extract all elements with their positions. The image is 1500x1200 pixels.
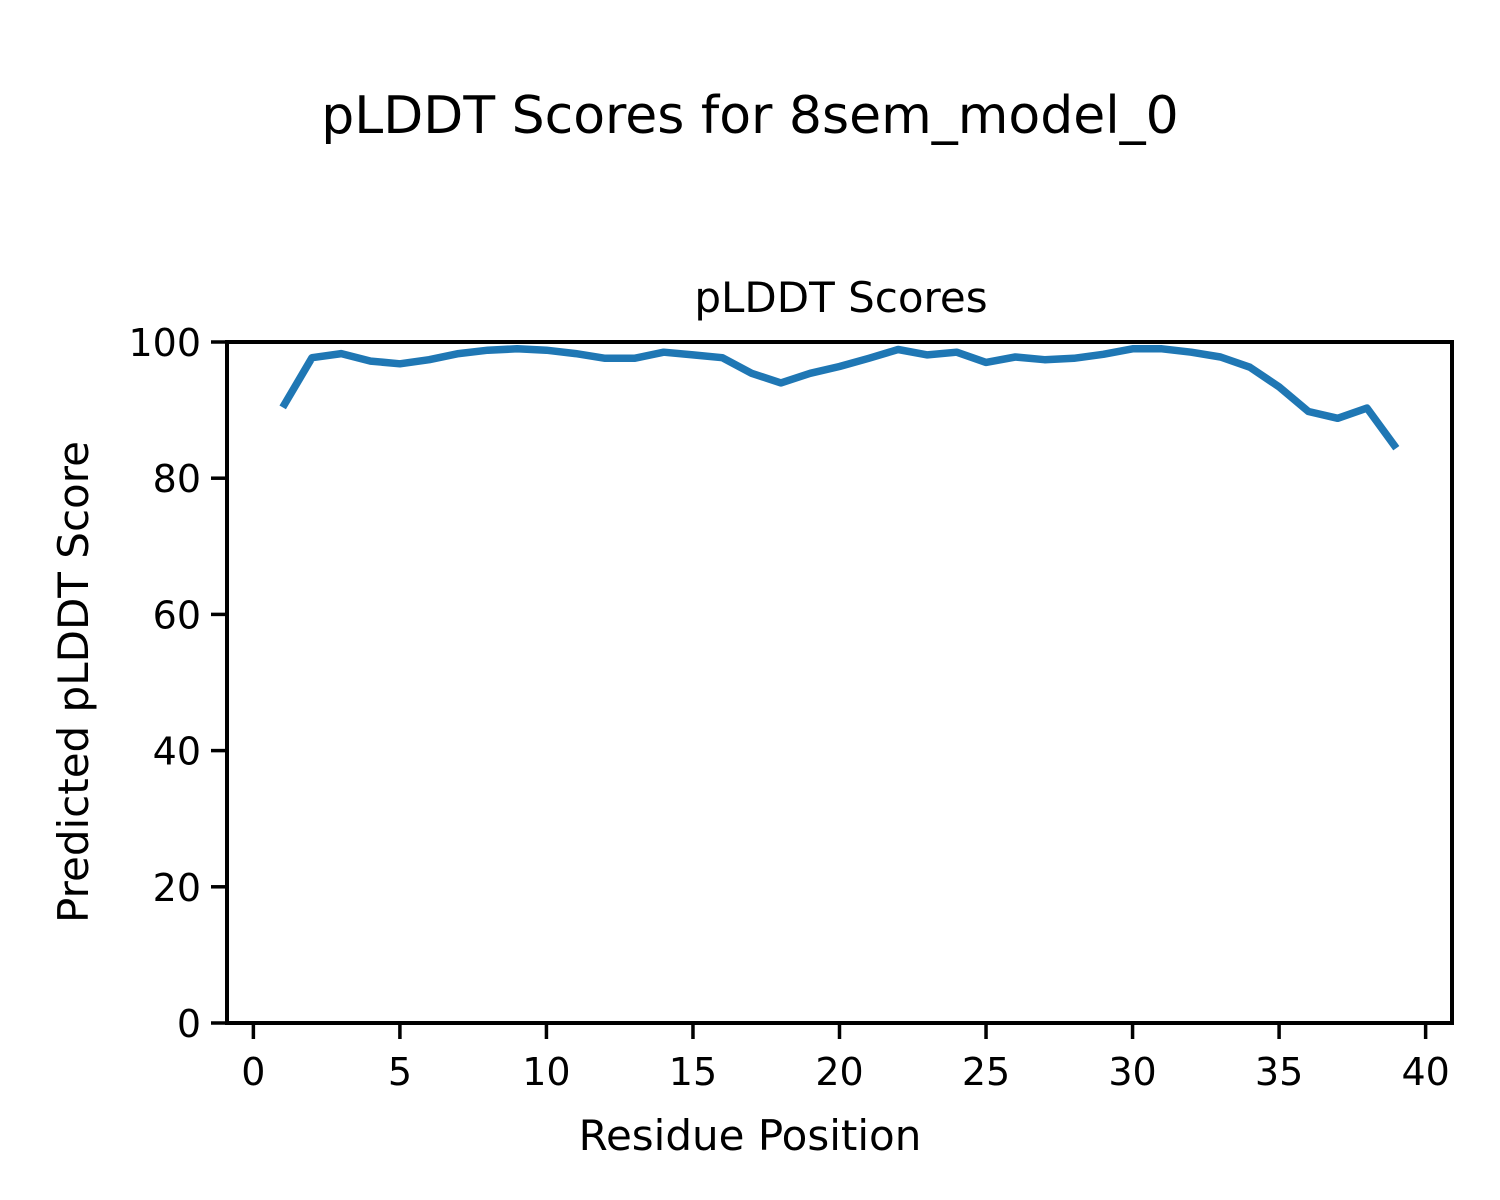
y-tick-label: 80 (153, 457, 201, 501)
x-tick-label: 35 (1255, 1050, 1303, 1094)
x-tick-label: 0 (241, 1050, 265, 1094)
y-tick-label: 40 (153, 730, 201, 774)
axes-spines (225, 340, 1454, 1025)
figure-title: pLDDT Scores for 8sem_model_0 (321, 86, 1178, 146)
y-tick-label: 100 (128, 321, 201, 365)
y-tick-label: 20 (153, 866, 201, 910)
plot-area: 0 5 10 15 20 25 30 35 40 0 20 40 60 80 100 (128, 321, 1454, 1094)
plot-line (279, 345, 1400, 451)
x-tick-label: 20 (815, 1050, 863, 1094)
x-tick-label: 10 (522, 1050, 570, 1094)
x-axis-label: Residue Position (579, 1111, 922, 1160)
x-tick-label: 40 (1401, 1050, 1449, 1094)
x-tick-label: 25 (962, 1050, 1010, 1094)
y-axis-label: Predicted pLDDT Score (49, 441, 98, 923)
x-tick-label: 5 (388, 1050, 412, 1094)
x-tick-label: 30 (1108, 1050, 1156, 1094)
axes-title: pLDDT Scores (694, 273, 987, 322)
y-tick-label: 0 (177, 1002, 201, 1046)
x-tick-label: 15 (669, 1050, 717, 1094)
y-tick-label: 60 (153, 593, 201, 637)
